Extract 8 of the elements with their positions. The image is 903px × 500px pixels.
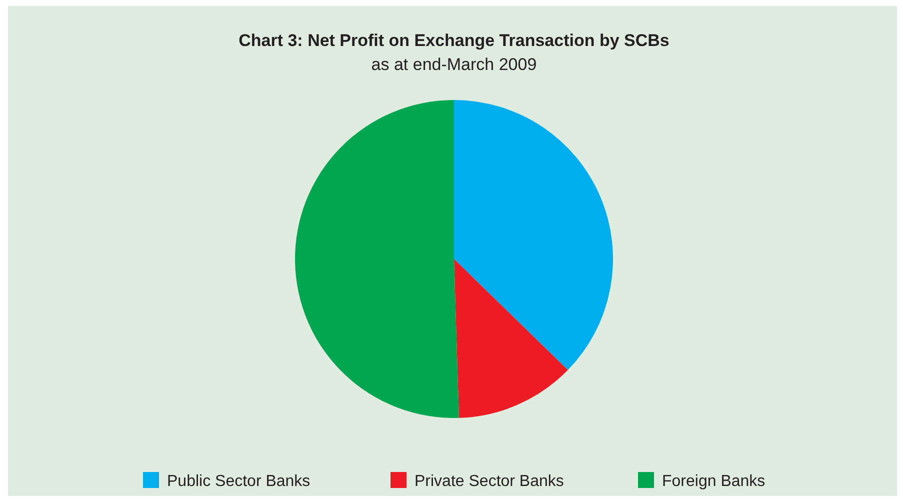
pie-slice — [454, 100, 613, 370]
pie-slice — [295, 100, 459, 418]
pie-slice — [454, 259, 568, 418]
chart-subtitle: as at end-March 2009 — [371, 55, 537, 74]
legend-label: Private Sector Banks — [414, 473, 564, 490]
legend-label: Public Sector Banks — [167, 473, 310, 490]
legend-label: Foreign Banks — [662, 473, 766, 490]
chart-title: Chart 3: Net Profit on Exchange Transaction by SCBs — [238, 31, 670, 50]
